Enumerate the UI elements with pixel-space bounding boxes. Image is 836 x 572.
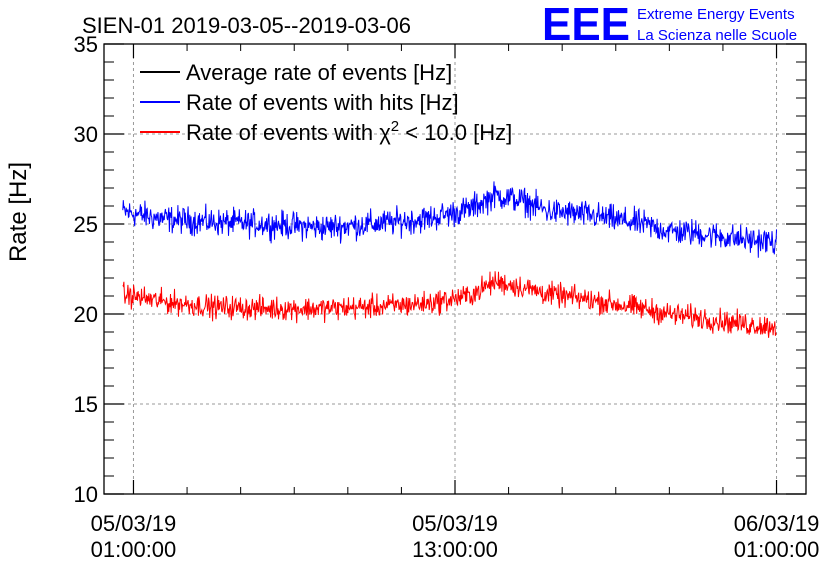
y-tick-label: 10 <box>74 482 98 507</box>
series-line <box>122 271 777 338</box>
logo-line-2: La Scienza nelle Scuole <box>637 27 797 44</box>
legend-label: Average rate of events [Hz] <box>186 60 452 85</box>
eee-logo: EEE Extreme Energy Events La Scienza nel… <box>542 0 797 50</box>
legend-label: Rate of events with χ2 < 10.0 [Hz] <box>186 118 512 145</box>
logo-mark: EEE <box>542 0 630 50</box>
x-tick-time: 01:00:00 <box>734 537 820 562</box>
logo-line-1: Extreme Energy Events <box>637 6 795 23</box>
x-tick-time: 13:00:00 <box>412 537 498 562</box>
y-tick-label: 25 <box>74 212 98 237</box>
y-tick-label: 20 <box>74 302 98 327</box>
legend-label: Rate of events with hits [Hz] <box>186 90 459 115</box>
tick-labels: 10152025303505/03/1901:00:0005/03/1913:0… <box>74 32 820 562</box>
axes <box>103 43 807 495</box>
x-tick-date: 06/03/19 <box>734 511 820 536</box>
y-tick-label: 35 <box>74 32 98 57</box>
y-axis-label: Rate [Hz] <box>5 162 32 262</box>
plot-frame <box>103 43 807 495</box>
y-tick-label: 30 <box>74 122 98 147</box>
series-layer <box>122 181 777 338</box>
x-tick-time: 01:00:00 <box>91 537 177 562</box>
series-line <box>122 181 777 258</box>
x-tick-date: 05/03/19 <box>91 511 177 536</box>
y-tick-label: 15 <box>74 392 98 417</box>
x-tick-date: 05/03/19 <box>412 511 498 536</box>
legend: Average rate of events [Hz] Rate of event… <box>140 60 512 145</box>
chart-title: SIEN-01 2019-03-05--2019-03-06 <box>82 13 411 38</box>
